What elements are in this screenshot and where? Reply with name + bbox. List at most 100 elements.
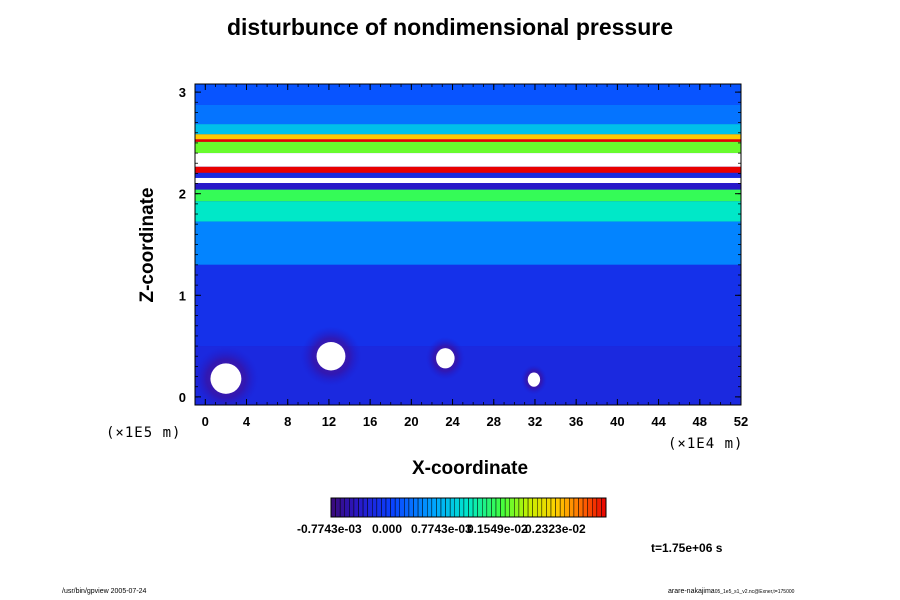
colorbar-label: 0.7743e-03 [411,522,472,536]
colorbar-cell [372,497,378,518]
colorbar-cell [550,497,556,518]
x-tick-label: 24 [445,414,460,429]
colorbar-cell [417,497,423,518]
heatmap-band [195,104,741,125]
colorbar-cell [335,497,341,518]
heatmap-bands [195,84,741,405]
colorbar-cell [527,497,533,518]
colorbar-cell [449,497,455,518]
colorbar-cell [445,497,451,518]
x-tick-label: 48 [693,414,707,429]
colorbar-cell [431,497,437,518]
heatmap-blob [527,372,541,387]
heatmap-band [195,346,741,405]
heatmap-band [195,221,741,265]
colorbar-cell [518,497,524,518]
footer-file: 05_1e5_s1_v2.nc@Exner,t=175000 [714,589,795,595]
heatmap-band [195,134,741,140]
colorbar-cell [477,497,483,518]
y-axis-label: Z-coordinate [137,187,158,303]
heatmap-band [195,189,741,202]
colorbar-frame [330,497,607,518]
colorbar-cell [514,497,520,518]
colorbar-cell [427,497,433,518]
colorbar-cell [344,497,350,518]
colorbar-cell [537,497,543,518]
heatmap-blob [316,342,346,371]
x-tick-label: 16 [363,414,377,429]
heatmap-band [195,264,741,347]
y-tick-label: 2 [179,187,186,202]
colorbar-cell [353,497,359,518]
heatmap-band [195,124,741,135]
colorbar-cell [500,497,506,518]
colorbar-cell [504,497,510,518]
heatmap-band [195,141,741,154]
x-tick-label: 36 [569,414,583,429]
colorbar-cell [381,497,387,518]
heatmap-band [195,172,741,178]
colorbar-cell [422,497,428,518]
colorbar-cell [468,497,474,518]
x-tick-label: 8 [284,414,291,429]
colorbar-cell [592,497,598,518]
heatmap-band [195,139,741,142]
colorbar-cell [569,497,575,518]
colorbar-cell [596,497,602,518]
colorbar-cell [472,497,478,518]
x-tick-label: 32 [528,414,542,429]
x-tick-label: 52 [734,414,748,429]
y-tick-label: 0 [179,390,186,405]
colorbar-cell [399,497,405,518]
colorbar-cell [532,497,538,518]
heatmap-blob [210,363,242,394]
colorbar-cell [546,497,552,518]
colorbar [330,497,607,518]
colorbar-cell [413,497,419,518]
heatmap-band [195,177,741,184]
time-label: t=1.75e+06 s [651,541,723,555]
colorbar-cell [376,497,382,518]
colorbar-cell [582,497,588,518]
heatmap-blobs [195,326,547,405]
colorbar-cell [495,497,501,518]
colorbar-label: 0.2323e-02 [525,522,586,536]
colorbar-cell [367,497,373,518]
colorbar-cell [509,497,515,518]
x-tick-label: 44 [651,414,666,429]
colorbar-cell [486,497,492,518]
x-tick-label: 12 [322,414,336,429]
colorbar-cell [491,497,497,518]
x-scale-label: (×1E4 m) [668,436,744,452]
colorbar-cell [330,497,336,518]
colorbar-cell [555,497,561,518]
colorbar-cell [404,497,410,518]
footer-command: /usr/bin/gpview 2005-07-24 [62,588,147,595]
y-axis: 0 1 2 3 [179,85,741,405]
x-tick-label: 4 [243,414,251,429]
colorbar-cell [523,497,529,518]
footer-author: arare-nakajima05_1e5_s1_v2.nc@Exner,t=17… [668,588,794,595]
y-tick-label: 3 [179,85,186,100]
colorbar-cell [358,497,364,518]
x-axis-label: X-coordinate [411,458,529,479]
heatmap-band [195,183,741,190]
colorbar-cell [454,497,460,518]
y-tick-label: 1 [179,288,186,303]
colorbar-cell [601,497,607,518]
colorbar-cell [339,497,345,518]
x-tick-label: 0 [202,414,209,429]
colorbar-cell [390,497,396,518]
x-tick-label: 40 [610,414,624,429]
colorbar-cell [440,497,446,518]
colorbar-cell [408,497,414,518]
heatmap-band [195,166,741,173]
colorbar-cell [541,497,547,518]
colorbar-cell [573,497,579,518]
colorbar-label: -0.7743e-03 [297,522,362,536]
colorbar-cell [362,497,368,518]
colorbar-cell [587,497,593,518]
heatmap-field [195,84,741,405]
colorbar-label: 0.1549e-02 [467,522,528,536]
